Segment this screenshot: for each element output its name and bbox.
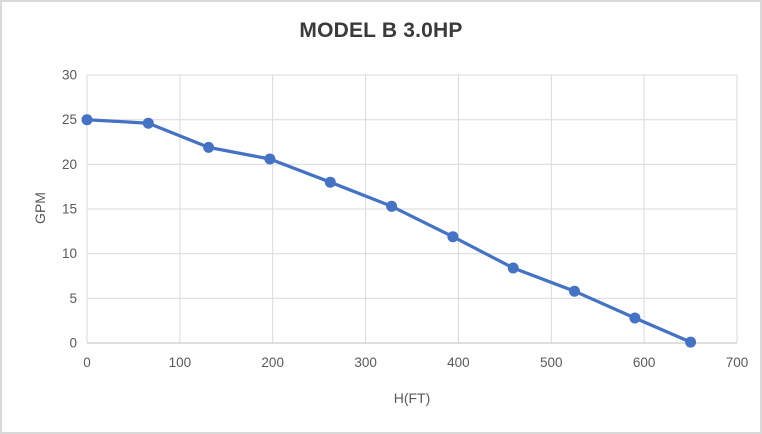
data-point-marker: [685, 336, 697, 348]
x-tick-label: 500: [540, 355, 563, 370]
chart-title: MODEL B 3.0HP: [299, 19, 463, 42]
y-tick-label: 30: [62, 68, 77, 83]
x-tick-label: 700: [726, 355, 749, 370]
y-tick-label: 20: [62, 157, 77, 172]
data-point-marker: [324, 176, 336, 188]
data-point-marker: [447, 231, 459, 243]
data-point-marker: [203, 141, 215, 153]
x-tick-label: 400: [447, 355, 470, 370]
x-tick-label: 100: [169, 355, 192, 370]
data-point-marker: [569, 285, 580, 297]
data-point-marker: [81, 114, 93, 126]
x-axis-title: H(FT): [393, 390, 431, 406]
data-point-marker: [629, 312, 641, 324]
y-tick-label: 10: [62, 246, 77, 261]
data-point-marker: [264, 153, 276, 165]
y-tick-label: 25: [62, 112, 77, 127]
y-tick-label: 5: [69, 291, 77, 306]
series-line: [85, 118, 693, 344]
x-tick-label: 300: [354, 355, 377, 370]
data-point-marker: [386, 200, 398, 212]
y-tick-label: 0: [69, 336, 77, 351]
data-point-marker: [142, 117, 154, 129]
y-axis-title: GPM: [32, 192, 48, 224]
x-tick-label: 200: [261, 355, 284, 370]
y-tick-label: 15: [62, 202, 77, 217]
data-point-marker: [507, 262, 519, 274]
x-tick-label: 0: [83, 355, 91, 370]
x-tick-label: 600: [633, 355, 656, 370]
